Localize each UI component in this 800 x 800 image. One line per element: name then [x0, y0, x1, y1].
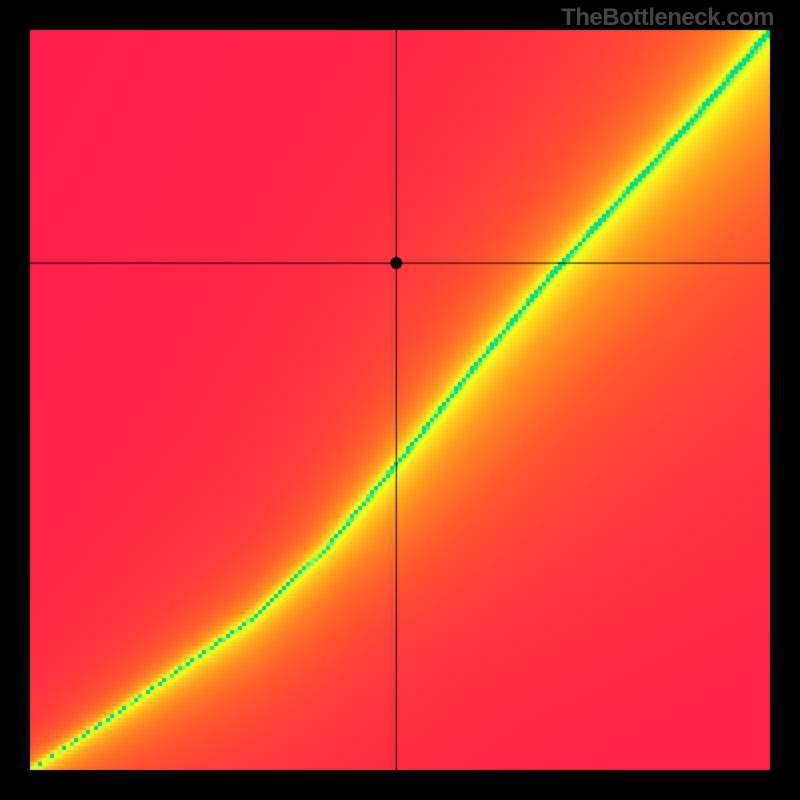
- watermark-text: TheBottleneck.com: [561, 4, 774, 32]
- bottleneck-heatmap: [0, 0, 800, 800]
